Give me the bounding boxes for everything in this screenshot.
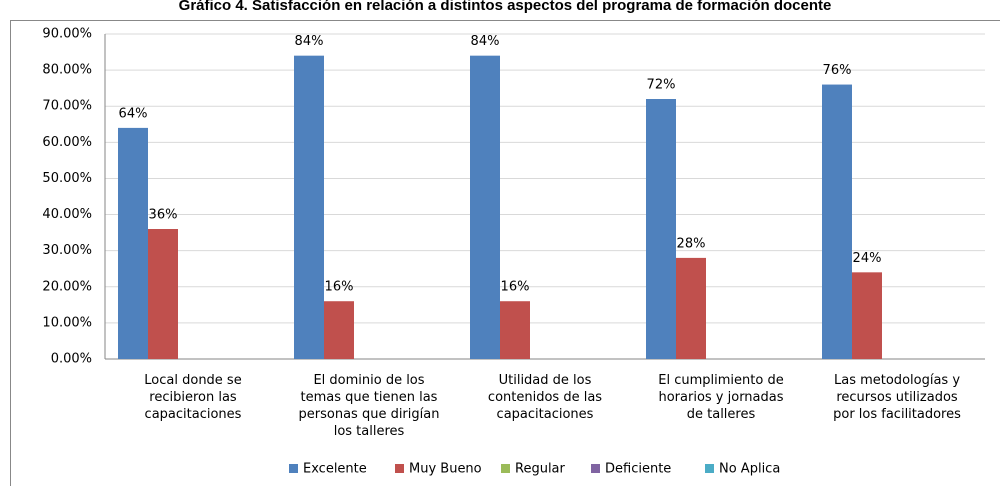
bar [646, 99, 676, 359]
data-label: 76% [823, 63, 852, 78]
x-tick-label: Local donde se recibieron las capacitacion… [144, 373, 241, 422]
bar [470, 55, 500, 360]
y-tick-label: 70.00% [42, 99, 92, 114]
y-tick-label: 80.00% [42, 63, 92, 78]
y-tick-label: 90.00% [42, 27, 92, 42]
legend-label: Regular [515, 462, 566, 477]
data-label: 24% [853, 251, 882, 266]
y-tick-label: 20.00% [42, 279, 92, 294]
bar [500, 301, 530, 359]
y-tick-label: 30.00% [42, 243, 92, 258]
data-label: 84% [471, 34, 500, 49]
legend-label: No Aplica [719, 462, 780, 477]
bar [294, 55, 324, 360]
y-tick-label: 40.00% [42, 207, 92, 222]
x-tick-label: Utilidad de los contenidos de las capacita… [488, 373, 602, 422]
x-tick-label: Las metodologías y recursos utilizados por… [833, 373, 961, 422]
data-label: 72% [647, 78, 676, 93]
chart-title: Gráfico 4. Satisfacción en relación a di… [179, 0, 832, 14]
chart-frame [10, 20, 1000, 486]
data-label: 84% [295, 34, 324, 49]
bar [148, 229, 178, 359]
legend-swatch [289, 464, 298, 473]
legend-swatch [591, 464, 600, 473]
bar [676, 257, 706, 359]
data-label: 64% [119, 106, 148, 121]
x-tick-label: El dominio de los temas que tienen las per… [299, 373, 440, 439]
bar [118, 127, 148, 359]
y-tick-label: 0.00% [51, 352, 92, 367]
x-tick-label: El cumplimiento de horarios y jornadas de … [658, 373, 783, 422]
data-label: 28% [677, 236, 706, 251]
legend-swatch [705, 464, 714, 473]
legend-label: Deficiente [605, 462, 671, 477]
legend-label: Excelente [303, 462, 367, 477]
legend-swatch [501, 464, 510, 473]
y-tick-label: 10.00% [42, 315, 92, 330]
bar [324, 301, 354, 359]
y-tick-label: 50.00% [42, 171, 92, 186]
bar [822, 84, 852, 360]
data-label: 16% [325, 280, 354, 295]
data-label: 16% [501, 280, 530, 295]
y-tick-label: 60.00% [42, 135, 92, 150]
bar [852, 272, 882, 359]
legend-label: Muy Bueno [409, 462, 482, 477]
data-label: 36% [149, 208, 178, 223]
legend-swatch [395, 464, 404, 473]
